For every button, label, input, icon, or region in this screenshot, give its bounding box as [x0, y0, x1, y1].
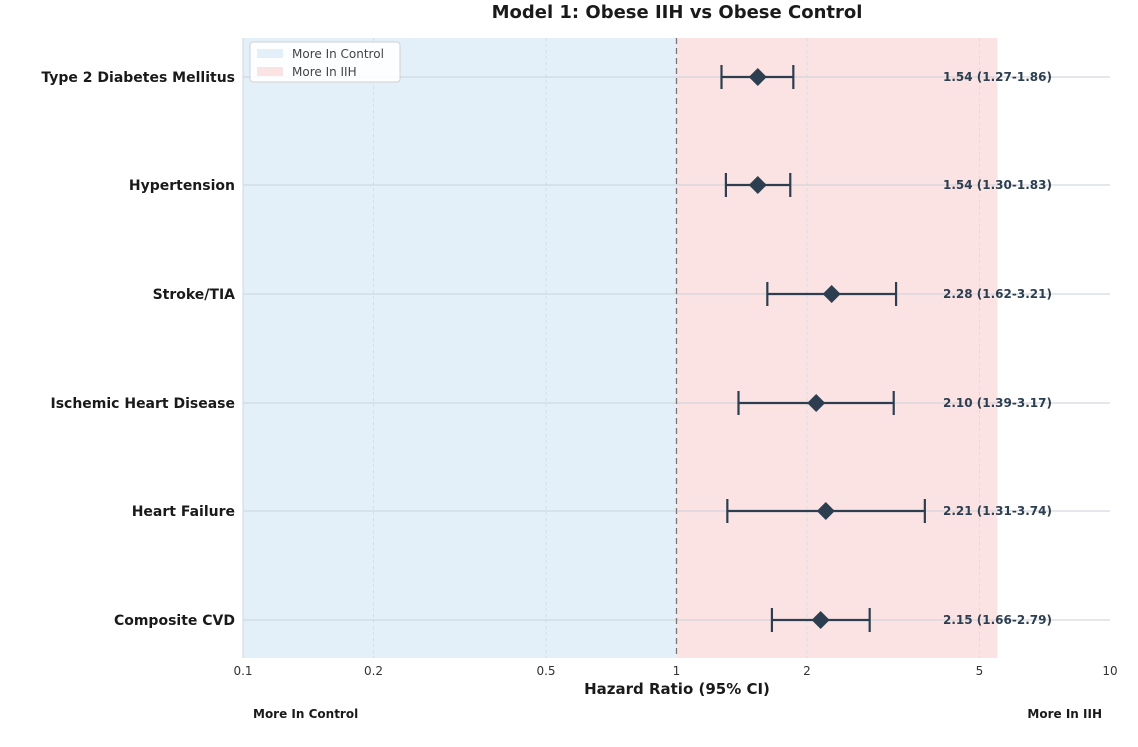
- chart-title: Model 1: Obese IIH vs Obese Control: [492, 2, 863, 23]
- hr-marker-3: [807, 394, 826, 412]
- hr-text-2: 2.28 (1.62-3.21): [943, 287, 1052, 301]
- x-tick-label-0: 0.1: [233, 664, 252, 678]
- x-tick-label-1: 0.2: [364, 664, 383, 678]
- x-tick-label-4: 2: [803, 664, 811, 678]
- legend-swatch-control: [257, 49, 283, 58]
- row-label-0: Type 2 Diabetes Mellitus: [41, 70, 235, 86]
- row-label-3: Ischemic Heart Disease: [50, 396, 235, 412]
- row-label-4: Heart Failure: [132, 504, 235, 520]
- legend-label-iih: More In IIH: [292, 65, 357, 79]
- row-label-1: Hypertension: [129, 178, 235, 194]
- left-direction-note: More In Control: [253, 707, 358, 721]
- x-tick-label-6: 10: [1102, 664, 1117, 678]
- hr-text-0: 1.54 (1.27-1.86): [943, 70, 1052, 84]
- shaded-region-1: [676, 38, 998, 658]
- row-label-5: Composite CVD: [114, 613, 235, 629]
- x-tick-label-3: 1: [673, 664, 681, 678]
- hr-marker-2: [822, 285, 841, 303]
- shaded-region-0: [243, 38, 677, 658]
- hr-text-3: 2.10 (1.39-3.17): [943, 396, 1052, 410]
- right-direction-note: More In IIH: [1027, 707, 1102, 721]
- hr-marker-4: [816, 502, 835, 520]
- hr-marker-0: [748, 68, 767, 86]
- x-axis-label: Hazard Ratio (95% CI): [584, 680, 770, 698]
- hr-text-4: 2.21 (1.31-3.74): [943, 504, 1052, 518]
- hr-text-1: 1.54 (1.30-1.83): [943, 178, 1052, 192]
- hr-marker-1: [748, 176, 767, 194]
- legend-swatch-iih: [257, 67, 283, 76]
- legend: More In Control More In IIH: [249, 41, 401, 83]
- hr-marker-5: [811, 611, 830, 629]
- row-label-2: Stroke/TIA: [153, 287, 236, 303]
- hr-text-5: 2.15 (1.66-2.79): [943, 613, 1052, 627]
- x-tick-label-5: 5: [976, 664, 984, 678]
- legend-box: [249, 41, 401, 83]
- legend-label-control: More In Control: [292, 47, 384, 61]
- x-tick-label-2: 0.5: [536, 664, 555, 678]
